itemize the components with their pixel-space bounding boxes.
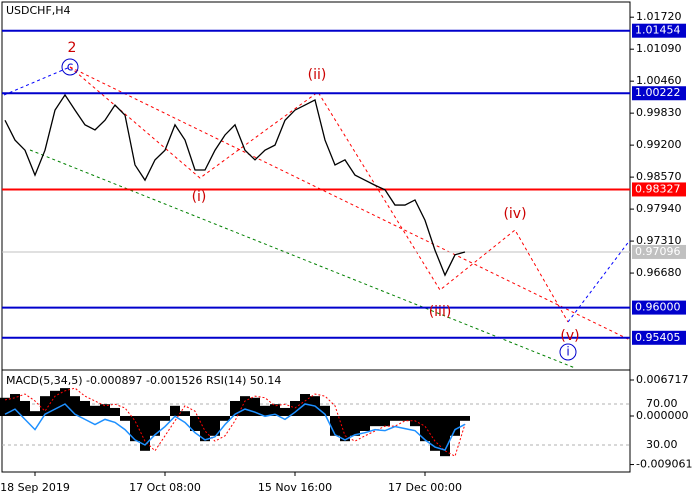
macd-bar — [70, 396, 80, 416]
macd-bar — [110, 407, 120, 416]
wave-label: (ii) — [308, 67, 327, 83]
channel-line — [69, 66, 631, 341]
level-label: 0.98327 — [635, 182, 681, 195]
macd-bar — [60, 388, 70, 416]
x-tick-label: 17 Dec 00:00 — [388, 481, 462, 494]
wave-path — [69, 66, 569, 323]
y-tick-label: 1.00460 — [636, 74, 682, 87]
x-tick-label: 15 Nov 16:00 — [258, 481, 332, 494]
trend-line — [29, 149, 576, 369]
macd-bar — [420, 415, 430, 442]
y2-tick-label: 70.00 — [646, 397, 678, 410]
macd-bar — [240, 396, 250, 416]
y-tick-label: -0.009061 — [636, 458, 692, 471]
indicator-title: MACD(5,34,5) -0.000897 -0.001526 RSI(14)… — [6, 374, 281, 387]
wave-circle — [559, 343, 577, 361]
level-label-box — [632, 244, 686, 259]
macd-bar — [270, 404, 280, 416]
macd-bar — [150, 415, 160, 436]
y-tick-label: 0.99200 — [636, 138, 682, 151]
y-tick-label: 1.01720 — [636, 10, 682, 23]
macd-bar — [180, 411, 190, 416]
wave-label: c — [67, 60, 74, 74]
macd-bar — [30, 411, 40, 416]
x-tick-label: 18 Sep 2019 — [0, 481, 70, 494]
wave-label: (v) — [560, 328, 579, 344]
y-tick-label: 0.96680 — [636, 266, 682, 279]
macd-bar — [90, 405, 100, 416]
y-tick-label: 0.006717 — [636, 373, 689, 386]
level-label: 0.96000 — [635, 301, 681, 314]
macd-bar — [360, 415, 370, 431]
macd-bar — [20, 400, 30, 416]
macd-bar — [100, 404, 110, 416]
macd-bar — [440, 415, 450, 457]
macd-bar — [280, 407, 290, 416]
signal-line — [4, 387, 466, 457]
chart-title: USDCHF,H4 — [6, 4, 71, 17]
macd-bar — [300, 394, 310, 416]
macd-bar — [200, 415, 210, 442]
macd-bar — [430, 415, 440, 451]
level-label-box — [632, 182, 686, 197]
y-tick-label: 0.97940 — [636, 202, 682, 215]
y-tick-label: 0.99830 — [636, 106, 682, 119]
wave-label: (iii) — [429, 304, 452, 320]
wave-label: 2 — [68, 40, 77, 56]
macd-bar — [290, 400, 300, 416]
macd-bar — [140, 415, 150, 451]
macd-bar — [380, 415, 390, 427]
plot-frame — [1, 1, 631, 473]
wave-path-blue — [567, 239, 631, 323]
macd-bar — [120, 415, 130, 421]
level-label: 0.95405 — [635, 331, 681, 344]
macd-bar — [80, 400, 90, 416]
macd-bar — [390, 415, 400, 421]
y-tick-label: 0.98570 — [636, 170, 682, 183]
macd-bar — [40, 396, 50, 416]
level-label: 0.97096 — [635, 245, 681, 258]
price-line — [4, 93, 466, 277]
y-tick-label: 0.97310 — [636, 234, 682, 247]
macd-bar — [210, 415, 220, 436]
wave-circle — [61, 58, 79, 76]
macd-bar — [350, 415, 360, 436]
macd-bar — [260, 405, 270, 416]
level-label-box — [632, 330, 686, 345]
level-label: 1.00222 — [635, 86, 681, 99]
y2-tick-label: 30.00 — [646, 438, 678, 451]
macd-bar — [340, 415, 350, 442]
x-tick-label: 17 Oct 08:00 — [129, 481, 201, 494]
macd-bar — [250, 397, 260, 416]
macd-bar — [450, 415, 460, 436]
level-label-box — [632, 300, 686, 315]
macd-bar — [130, 415, 140, 442]
wave-label: i — [566, 345, 569, 359]
level-label-box — [632, 23, 686, 38]
macd-bar — [50, 390, 60, 416]
macd-bar — [220, 415, 230, 421]
wave-label: (iv) — [503, 206, 526, 222]
macd-bar — [160, 415, 170, 421]
macd-bar — [170, 405, 180, 416]
y-tick-label: 0.000000 — [636, 409, 689, 422]
macd-bar — [190, 415, 200, 431]
wave-lines — [3, 66, 631, 369]
macd-bar — [460, 415, 470, 421]
y-tick-label: 1.01090 — [636, 42, 682, 55]
macd-bar — [230, 400, 240, 416]
wave-label: (i) — [192, 189, 207, 205]
rsi-line — [4, 403, 466, 452]
macd-bar — [10, 394, 20, 416]
macd-bar — [330, 415, 340, 436]
macd-bar — [0, 397, 10, 416]
level-label-box — [632, 86, 686, 101]
level-label: 1.01454 — [635, 24, 681, 37]
macd-bar — [400, 415, 410, 421]
macd-bar — [370, 415, 380, 427]
macd-bar — [320, 405, 330, 416]
